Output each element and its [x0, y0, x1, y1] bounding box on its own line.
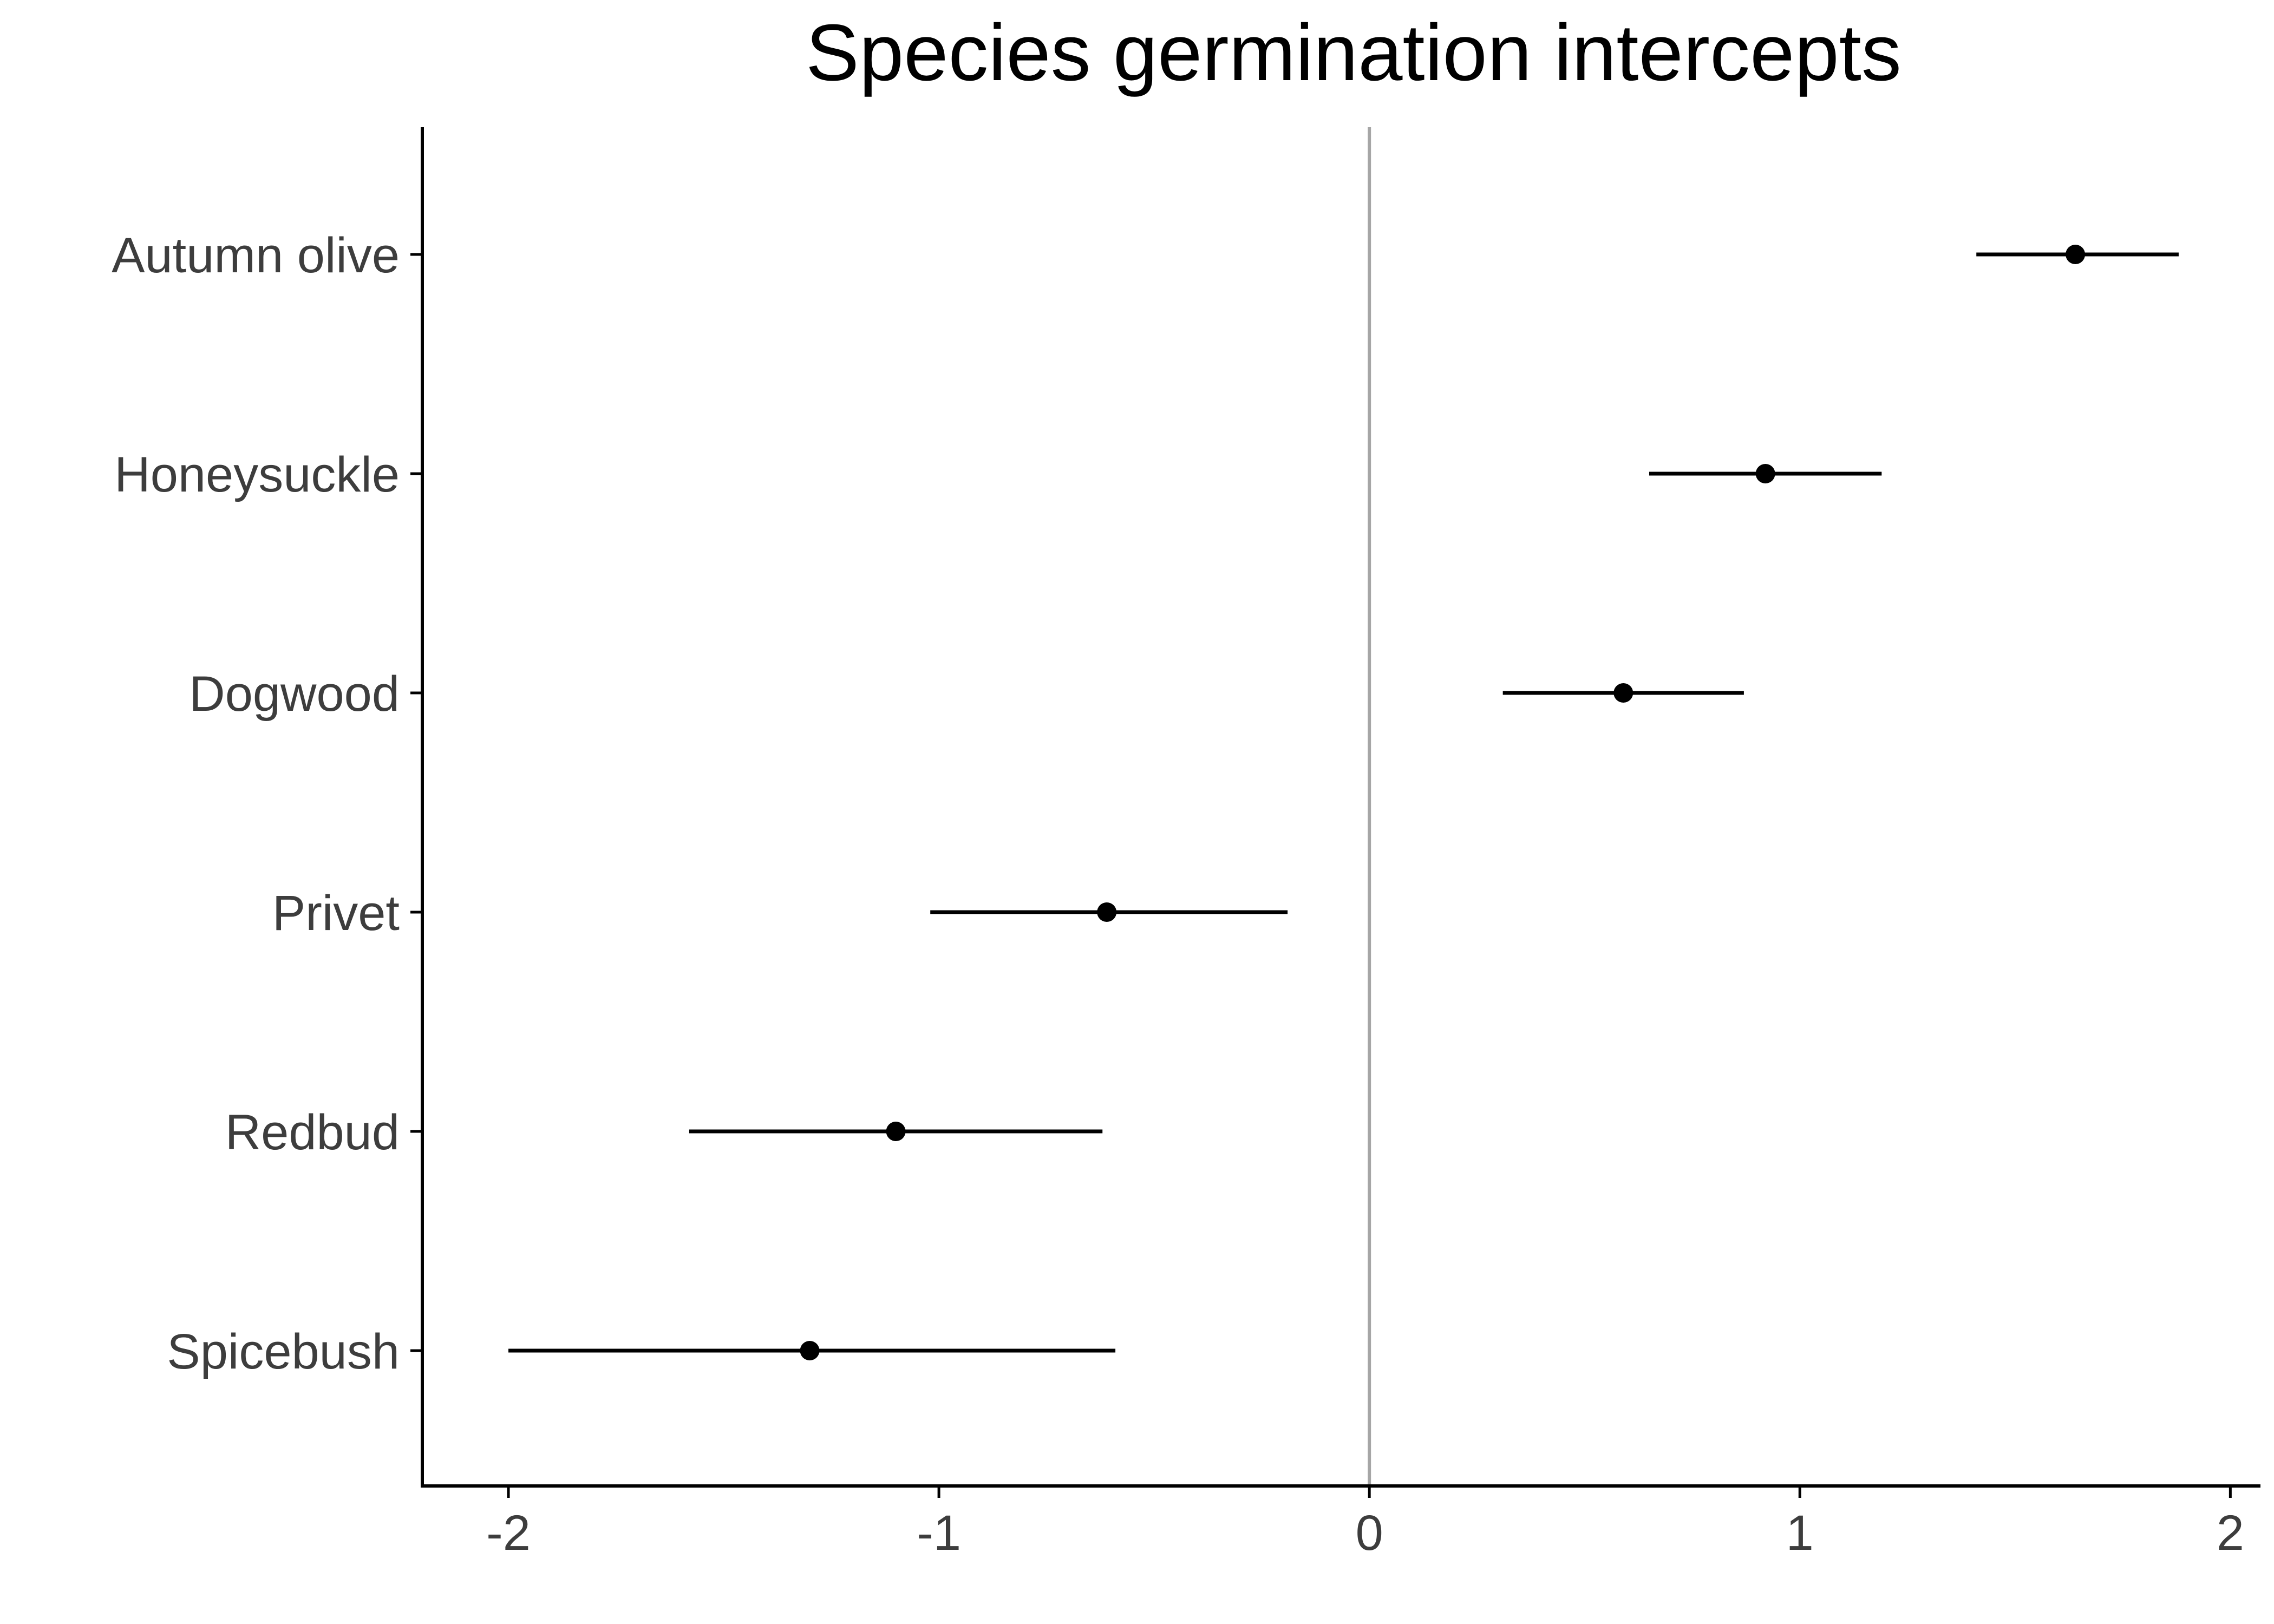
estimate-point: [2066, 245, 2086, 264]
y-tick-label: Spicebush: [167, 1324, 400, 1379]
estimate-point: [1755, 464, 1775, 483]
x-axis-ticks: -2 -1 0 1 2: [486, 1486, 2244, 1561]
chart-title: Species germination intercepts: [806, 8, 1901, 97]
y-tick-label: Privet: [272, 886, 400, 941]
y-axis-ticks: Autumn olive Honeysuckle Dogwood Privet Redb…: [112, 228, 422, 1379]
y-tick-label: Redbud: [225, 1105, 400, 1160]
x-tick-label: -1: [917, 1505, 961, 1561]
estimate-point: [886, 1122, 906, 1141]
estimate-point: [1097, 902, 1117, 922]
y-tick-label: Honeysuckle: [114, 447, 400, 502]
y-tick-label: Dogwood: [189, 666, 400, 722]
error-bars: [508, 252, 2179, 1353]
estimate-points: [800, 245, 2086, 1360]
x-tick-label: -2: [486, 1505, 531, 1561]
y-tick-label: Autumn olive: [112, 228, 400, 283]
x-tick-label: 2: [2217, 1505, 2244, 1561]
axes-layer: [421, 127, 2260, 1488]
x-tick-label: 0: [1356, 1505, 1383, 1561]
estimate-point: [1613, 683, 1633, 703]
x-tick-label: 1: [1786, 1505, 1814, 1561]
estimate-point: [800, 1341, 820, 1360]
